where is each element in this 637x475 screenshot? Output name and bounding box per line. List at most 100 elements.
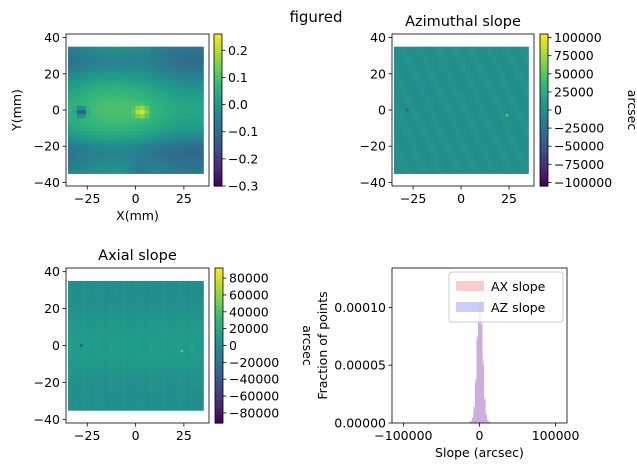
heatmap-cell xyxy=(510,139,516,145)
heatmap-cell xyxy=(149,72,155,77)
heatmap-cell xyxy=(420,131,426,136)
heatmap-cell xyxy=(85,371,92,377)
heatmap-cell xyxy=(81,298,87,304)
heatmap-cell xyxy=(67,280,74,286)
heatmap-cell xyxy=(393,46,399,52)
heatmap-cell xyxy=(67,289,74,295)
heatmap-cell xyxy=(90,76,96,82)
heatmap-cell xyxy=(429,131,435,136)
heatmap-cell xyxy=(104,306,110,312)
heatmap-cell xyxy=(198,302,204,308)
heatmap-cell xyxy=(144,88,150,94)
heatmap-cell xyxy=(153,285,159,291)
heatmap-cell xyxy=(176,148,182,153)
heatmap-cell xyxy=(140,160,146,166)
heatmap-cell xyxy=(185,311,191,316)
heatmap-cell xyxy=(470,55,476,60)
heatmap-cell xyxy=(85,169,92,174)
heatmap-cell xyxy=(189,72,195,77)
heatmap-cell xyxy=(519,59,525,65)
heatmap-cell xyxy=(429,97,435,103)
heatmap-cell xyxy=(185,72,191,77)
heatmap-cell xyxy=(149,131,155,136)
heatmap-cell xyxy=(81,152,87,158)
heatmap-cell xyxy=(194,67,200,73)
heatmap-cell xyxy=(176,110,182,115)
heatmap-cell xyxy=(176,362,182,368)
heatmap-cell xyxy=(131,88,137,94)
heatmap-cell xyxy=(189,379,195,385)
heatmap-cell xyxy=(85,122,92,128)
heatmap-cell xyxy=(514,152,520,158)
heatmap-cell xyxy=(523,139,529,145)
heatmap-cell xyxy=(122,384,128,390)
heatmap-cell xyxy=(180,384,186,390)
heatmap-cell xyxy=(158,319,164,325)
heatmap-cell xyxy=(487,139,494,145)
heatmap-cell xyxy=(167,156,173,162)
heatmap-cell xyxy=(76,289,83,295)
heatmap-cell xyxy=(117,114,123,120)
heatmap-cell xyxy=(425,76,431,82)
colorbar-segment xyxy=(215,283,223,288)
heatmap-cell xyxy=(108,97,114,103)
heatmap-cell xyxy=(519,148,525,153)
heatmap-cell xyxy=(72,392,78,398)
heatmap-cell xyxy=(113,289,119,295)
heatmap-cell xyxy=(140,311,146,316)
histogram-bar xyxy=(484,397,486,423)
heatmap-cell xyxy=(76,139,83,145)
heatmap-cell xyxy=(76,341,83,347)
heatmap-cell xyxy=(510,72,516,77)
heatmap-cell xyxy=(176,59,182,65)
heatmap-cell xyxy=(452,148,458,153)
heatmap-cell xyxy=(171,405,177,411)
colorbar-segment xyxy=(215,345,223,350)
heatmap-cell xyxy=(474,97,480,103)
heatmap-cell xyxy=(131,110,137,115)
heatmap-cell xyxy=(117,63,123,69)
heatmap-cell xyxy=(76,315,83,321)
histogram-bar xyxy=(474,382,477,423)
colorbar-segment xyxy=(215,318,223,323)
heatmap-cell xyxy=(131,384,137,390)
heatmap-cell xyxy=(425,105,431,111)
heatmap-cell xyxy=(76,97,83,103)
heatmap-cell xyxy=(99,76,105,82)
heatmap-cell xyxy=(126,139,132,145)
heatmap-cell xyxy=(104,118,110,124)
heatmap-cell xyxy=(131,323,137,329)
heatmap-cell xyxy=(505,156,511,162)
series-1 xyxy=(468,293,491,423)
heatmap-cell xyxy=(189,306,195,312)
heatmap-cell xyxy=(158,156,164,162)
heatmap-cell xyxy=(99,88,105,94)
heatmap-cell xyxy=(505,93,511,98)
heatmap-cell xyxy=(398,67,404,73)
figure-title: figured xyxy=(289,8,342,26)
y-tick-label: −40 xyxy=(360,175,386,190)
heatmap-cell xyxy=(131,63,137,69)
colorbar-segment xyxy=(214,83,222,88)
heatmap-cell xyxy=(402,84,408,90)
heatmap-cell xyxy=(402,152,408,158)
colorbar-segment xyxy=(215,419,223,424)
heatmap-cell xyxy=(425,80,431,86)
heatmap-cell xyxy=(153,388,159,394)
heatmap-cell xyxy=(108,50,114,56)
heatmap-cell xyxy=(443,105,449,111)
heatmap-cell xyxy=(158,401,164,407)
heatmap-cell xyxy=(452,131,458,136)
heatmap-cell xyxy=(117,156,123,162)
heatmap-cell xyxy=(153,88,159,94)
heatmap-cell xyxy=(189,341,195,347)
heatmap-cell xyxy=(407,110,413,115)
heatmap-cell xyxy=(67,302,74,308)
heatmap-cell xyxy=(117,367,123,372)
heatmap-cell xyxy=(185,388,191,394)
heatmap-cell xyxy=(135,336,141,342)
heatmap-cell xyxy=(425,63,431,69)
colorbar-segment xyxy=(214,64,222,69)
heatmap-cell xyxy=(456,50,462,56)
heatmap-cell xyxy=(149,97,155,103)
